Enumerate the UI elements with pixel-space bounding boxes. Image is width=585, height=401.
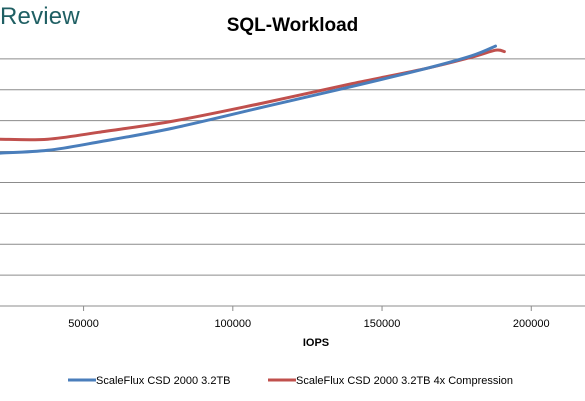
series-line-1 — [0, 44, 497, 155]
x-tick-label: 50000 — [68, 318, 99, 330]
series-line-2 — [0, 48, 506, 142]
chart-title: SQL-Workload — [226, 15, 359, 36]
series-layer — [0, 44, 506, 155]
x-tick-labels: 50000 100000 150000 200000 — [68, 318, 549, 330]
x-tick-label: 150000 — [364, 318, 401, 330]
axis-layer — [0, 305, 585, 311]
legend-label-1: ScaleFlux CSD 2000 3.2TB — [96, 375, 231, 387]
x-tick-label: 100000 — [214, 318, 251, 330]
brand-logo-text: Review — [0, 3, 80, 30]
legend-label-2: ScaleFlux CSD 2000 3.2TB 4x Compression — [296, 375, 513, 387]
x-axis-title: IOPS — [303, 337, 329, 349]
x-tick-label: 200000 — [513, 318, 550, 330]
legend: ScaleFlux CSD 2000 3.2TB ScaleFlux CSD 20… — [68, 375, 513, 387]
